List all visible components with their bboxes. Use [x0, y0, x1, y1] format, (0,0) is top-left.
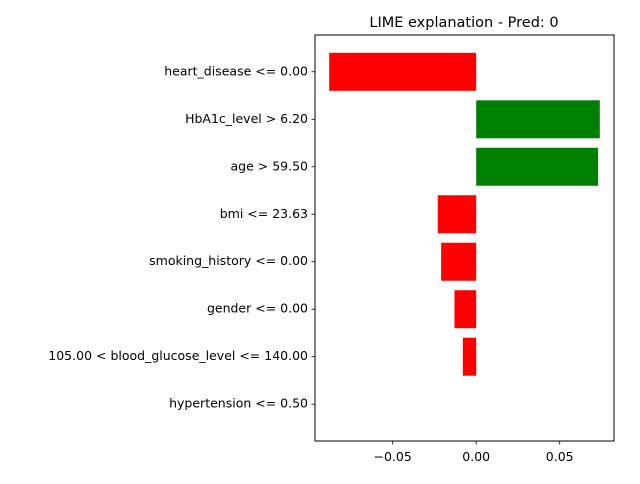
bar [476, 100, 600, 139]
x-tick-label: −0.05 [374, 449, 412, 464]
x-tick-label: 0.05 [546, 449, 574, 464]
bar [476, 147, 599, 186]
bar [462, 337, 477, 376]
bar [454, 290, 477, 329]
bar [441, 242, 477, 281]
y-tick-label: smoking_history <= 0.00 [149, 253, 308, 268]
bar [437, 195, 477, 234]
x-tick-label: 0.00 [462, 449, 490, 464]
y-tick-label: gender <= 0.00 [207, 301, 308, 316]
y-tick-label: HbA1c_level > 6.20 [185, 111, 308, 126]
y-tick-label: hypertension <= 0.50 [169, 396, 308, 411]
y-tick-label: 105.00 < blood_glucose_level <= 140.00 [48, 348, 308, 363]
bar [329, 52, 477, 91]
y-tick-label: bmi <= 23.63 [220, 206, 308, 221]
y-tick-label: age > 59.50 [231, 158, 309, 173]
y-tick-label: heart_disease <= 0.00 [164, 63, 308, 78]
plot-frame [314, 34, 615, 442]
chart-title: LIME explanation - Pred: 0 [369, 15, 558, 31]
